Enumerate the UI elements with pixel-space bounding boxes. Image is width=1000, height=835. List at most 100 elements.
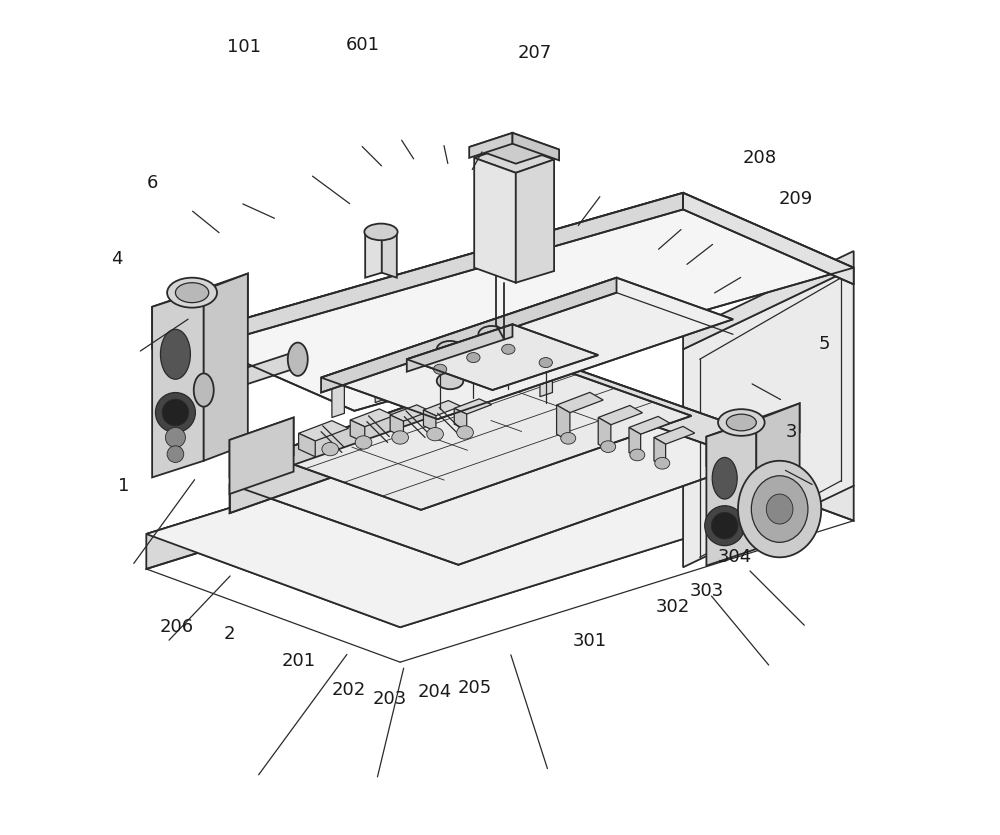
Ellipse shape — [478, 326, 505, 342]
Polygon shape — [516, 159, 554, 283]
Polygon shape — [230, 418, 294, 478]
Ellipse shape — [726, 414, 756, 431]
Polygon shape — [407, 324, 512, 372]
Ellipse shape — [712, 458, 737, 499]
Text: 201: 201 — [282, 651, 316, 670]
Ellipse shape — [705, 506, 745, 545]
Text: 204: 204 — [418, 683, 452, 701]
Ellipse shape — [601, 441, 616, 453]
Text: 203: 203 — [373, 690, 407, 708]
Polygon shape — [332, 377, 344, 418]
Text: 6: 6 — [146, 174, 158, 192]
Text: 303: 303 — [689, 582, 724, 600]
Ellipse shape — [392, 431, 408, 444]
Polygon shape — [463, 342, 476, 382]
Polygon shape — [375, 362, 388, 402]
Polygon shape — [600, 392, 854, 521]
Polygon shape — [146, 392, 600, 569]
Polygon shape — [184, 193, 683, 352]
Ellipse shape — [467, 352, 480, 362]
Ellipse shape — [165, 428, 185, 448]
Polygon shape — [146, 392, 854, 627]
Polygon shape — [567, 366, 795, 476]
Ellipse shape — [167, 278, 217, 307]
Ellipse shape — [655, 458, 670, 469]
Polygon shape — [557, 405, 570, 442]
Polygon shape — [365, 230, 382, 278]
Polygon shape — [299, 433, 315, 457]
Polygon shape — [683, 193, 854, 285]
Polygon shape — [629, 417, 670, 434]
Polygon shape — [419, 351, 432, 391]
Ellipse shape — [155, 392, 195, 433]
Text: 2: 2 — [224, 625, 235, 643]
Ellipse shape — [478, 357, 505, 374]
Ellipse shape — [322, 443, 339, 456]
Text: 206: 206 — [160, 618, 194, 636]
Ellipse shape — [194, 373, 214, 407]
Polygon shape — [598, 418, 611, 452]
Polygon shape — [469, 133, 559, 164]
Polygon shape — [230, 366, 795, 564]
Polygon shape — [204, 351, 298, 398]
Polygon shape — [474, 158, 516, 283]
Ellipse shape — [711, 513, 738, 539]
Polygon shape — [683, 251, 854, 349]
Polygon shape — [390, 405, 430, 421]
Ellipse shape — [437, 341, 463, 357]
Text: 3: 3 — [786, 423, 797, 442]
Ellipse shape — [167, 446, 184, 463]
Polygon shape — [683, 268, 854, 567]
Polygon shape — [230, 418, 294, 494]
Text: 101: 101 — [227, 38, 261, 56]
Polygon shape — [507, 344, 519, 384]
Polygon shape — [557, 392, 603, 412]
Polygon shape — [382, 230, 397, 278]
Polygon shape — [299, 421, 349, 441]
Ellipse shape — [457, 426, 473, 439]
Ellipse shape — [162, 399, 189, 426]
Ellipse shape — [364, 224, 398, 240]
Text: 304: 304 — [718, 549, 752, 566]
Ellipse shape — [288, 342, 308, 376]
Ellipse shape — [433, 364, 447, 374]
Text: 208: 208 — [743, 149, 777, 167]
Text: 601: 601 — [346, 36, 380, 53]
Ellipse shape — [630, 449, 645, 461]
Polygon shape — [512, 133, 559, 160]
Polygon shape — [204, 274, 248, 461]
Ellipse shape — [355, 436, 372, 449]
Text: 1: 1 — [118, 477, 130, 495]
Polygon shape — [230, 366, 567, 514]
Polygon shape — [423, 401, 461, 416]
Polygon shape — [540, 357, 552, 397]
Ellipse shape — [437, 372, 463, 389]
Polygon shape — [390, 415, 403, 437]
Polygon shape — [267, 361, 537, 474]
Polygon shape — [598, 406, 642, 425]
Ellipse shape — [502, 344, 515, 354]
Polygon shape — [184, 193, 854, 411]
Ellipse shape — [160, 329, 190, 379]
Polygon shape — [267, 361, 691, 510]
Text: 302: 302 — [656, 598, 690, 616]
Polygon shape — [407, 324, 598, 390]
Text: 202: 202 — [331, 681, 366, 700]
Polygon shape — [152, 291, 204, 478]
Polygon shape — [629, 428, 641, 459]
Polygon shape — [706, 403, 800, 466]
Polygon shape — [474, 144, 554, 173]
Polygon shape — [321, 278, 617, 392]
Ellipse shape — [427, 428, 443, 441]
Text: 4: 4 — [111, 250, 123, 268]
Text: 5: 5 — [819, 336, 830, 353]
Polygon shape — [454, 399, 492, 414]
Text: 207: 207 — [518, 44, 552, 62]
Polygon shape — [706, 420, 756, 565]
Polygon shape — [350, 420, 365, 443]
Ellipse shape — [751, 476, 808, 543]
Ellipse shape — [766, 494, 793, 524]
Polygon shape — [146, 392, 854, 627]
Polygon shape — [350, 409, 394, 427]
Text: 301: 301 — [573, 631, 607, 650]
